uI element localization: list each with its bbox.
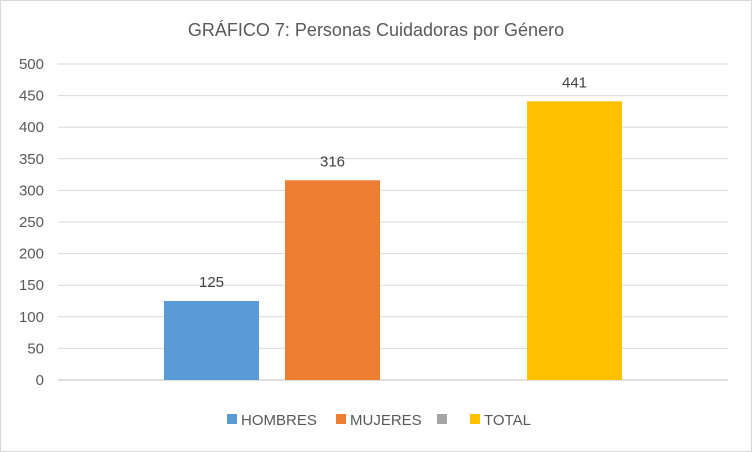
bar-total	[527, 101, 622, 381]
data-label: 316	[320, 153, 345, 170]
y-axis: 0 50 100 150 200 250 300 350 400 450 500	[19, 56, 44, 389]
y-tick-label: 250	[19, 214, 44, 231]
data-label: 125	[199, 274, 224, 291]
legend-swatch	[336, 414, 346, 424]
bar-hombres	[164, 301, 259, 380]
legend: HOMBRES MUJERES TOTAL	[227, 412, 531, 429]
bars	[164, 101, 622, 381]
y-tick-label: 150	[19, 277, 44, 294]
y-tick-label: 500	[19, 56, 44, 73]
y-tick-label: 450	[19, 88, 44, 105]
legend-swatch	[470, 414, 480, 424]
bar-mujeres	[285, 180, 380, 380]
y-tick-label: 300	[19, 182, 44, 199]
legend-swatch	[437, 414, 447, 424]
legend-label: HOMBRES	[241, 412, 317, 429]
y-tick-label: 0	[36, 372, 44, 389]
chart-title: GRÁFICO 7: Personas Cuidadoras por Géner…	[188, 20, 564, 40]
y-tick-label: 400	[19, 119, 44, 136]
legend-label: MUJERES	[350, 412, 422, 429]
y-tick-label: 100	[19, 309, 44, 326]
data-labels: 125 316 441	[199, 74, 587, 291]
legend-swatch	[227, 414, 237, 424]
legend-label: TOTAL	[484, 412, 531, 429]
data-label: 441	[562, 74, 587, 91]
y-tick-label: 200	[19, 246, 44, 263]
y-tick-label: 50	[27, 340, 44, 357]
y-tick-label: 350	[19, 151, 44, 168]
gridlines	[58, 63, 728, 381]
